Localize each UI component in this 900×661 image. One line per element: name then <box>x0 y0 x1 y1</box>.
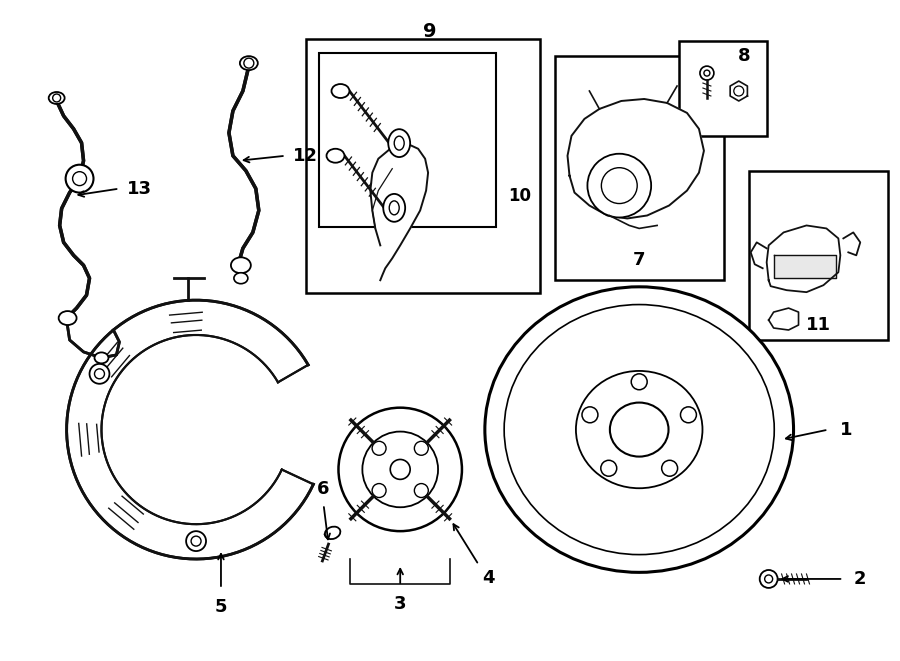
Ellipse shape <box>240 56 257 70</box>
Text: 6: 6 <box>318 481 329 498</box>
Circle shape <box>414 442 428 455</box>
Bar <box>554 56 724 280</box>
Circle shape <box>765 575 772 583</box>
Circle shape <box>704 70 710 76</box>
Text: 13: 13 <box>127 180 152 198</box>
Circle shape <box>601 460 617 476</box>
Circle shape <box>53 94 60 102</box>
Text: 5: 5 <box>215 598 227 616</box>
Circle shape <box>601 168 637 204</box>
Circle shape <box>680 407 697 423</box>
Circle shape <box>244 58 254 68</box>
Text: 8: 8 <box>737 47 750 65</box>
Circle shape <box>191 536 201 546</box>
Ellipse shape <box>231 257 251 273</box>
Ellipse shape <box>49 92 65 104</box>
Polygon shape <box>67 300 313 559</box>
Circle shape <box>582 407 598 423</box>
Circle shape <box>66 165 94 192</box>
Circle shape <box>391 459 410 479</box>
Circle shape <box>588 154 652 217</box>
Text: 10: 10 <box>508 186 531 204</box>
Text: 7: 7 <box>633 251 645 269</box>
Circle shape <box>186 531 206 551</box>
Circle shape <box>89 364 110 384</box>
Text: 11: 11 <box>806 316 831 334</box>
Circle shape <box>338 408 462 531</box>
Circle shape <box>73 172 86 186</box>
Circle shape <box>94 369 104 379</box>
Circle shape <box>414 484 428 498</box>
Circle shape <box>760 570 778 588</box>
Ellipse shape <box>485 287 794 572</box>
Polygon shape <box>370 143 428 280</box>
Text: 2: 2 <box>854 570 867 588</box>
Text: 12: 12 <box>293 147 318 165</box>
Circle shape <box>372 484 386 498</box>
Text: 9: 9 <box>423 22 436 41</box>
Circle shape <box>734 86 743 96</box>
Ellipse shape <box>94 352 108 364</box>
Ellipse shape <box>389 201 400 215</box>
Circle shape <box>372 442 386 455</box>
Polygon shape <box>767 225 841 292</box>
Polygon shape <box>568 99 704 219</box>
Polygon shape <box>774 255 836 278</box>
Ellipse shape <box>388 129 410 157</box>
Text: 4: 4 <box>482 569 495 587</box>
Bar <box>749 171 888 340</box>
Bar <box>319 53 496 227</box>
Ellipse shape <box>325 527 340 539</box>
Ellipse shape <box>383 194 405 222</box>
Ellipse shape <box>610 403 669 457</box>
Ellipse shape <box>504 305 774 555</box>
Ellipse shape <box>234 273 248 284</box>
Text: 3: 3 <box>394 595 407 613</box>
Circle shape <box>700 66 714 80</box>
Bar <box>679 41 767 136</box>
Text: 1: 1 <box>840 420 852 439</box>
Circle shape <box>662 460 678 476</box>
Ellipse shape <box>576 371 703 488</box>
Circle shape <box>631 374 647 390</box>
Circle shape <box>363 432 438 507</box>
Ellipse shape <box>394 136 404 150</box>
Bar <box>306 39 540 293</box>
Ellipse shape <box>327 149 345 163</box>
Ellipse shape <box>331 84 349 98</box>
Ellipse shape <box>58 311 76 325</box>
